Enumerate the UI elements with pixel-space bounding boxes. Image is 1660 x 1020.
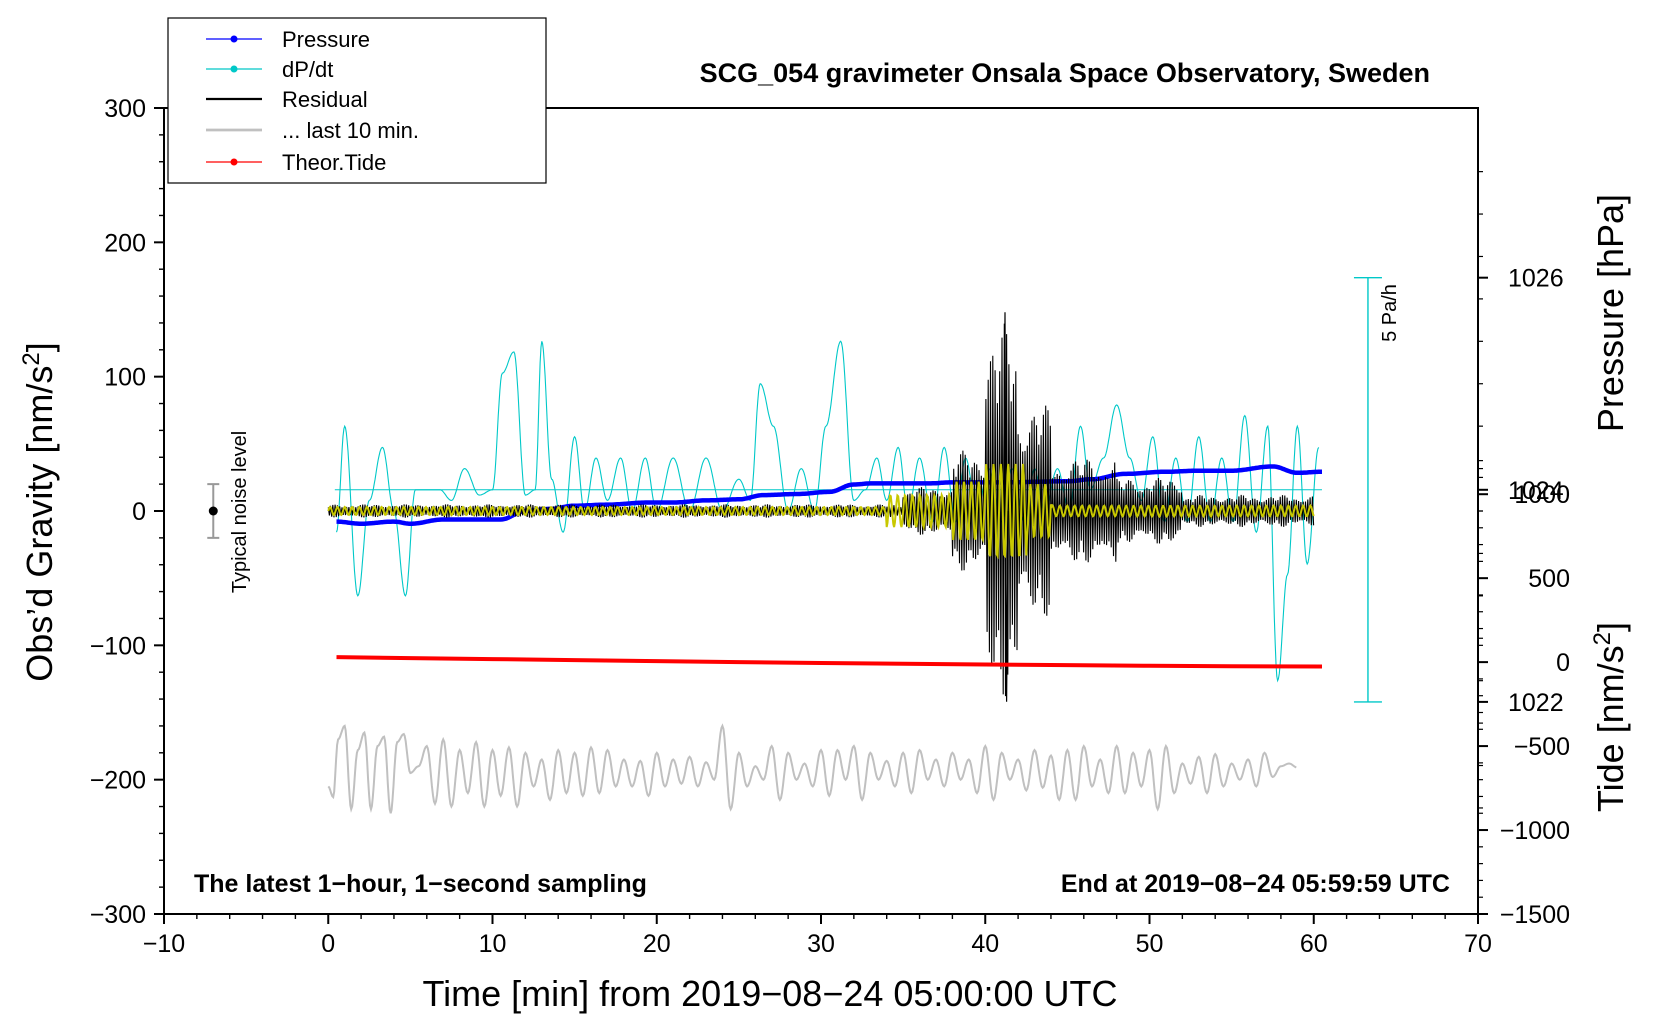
y-tick-label: −100 [90,632,146,660]
legend: Pressure dP/dt Residual ... last 10 min.… [167,17,547,184]
noise-level-label: Typical noise level [229,431,251,593]
y-tick-label: 100 [104,364,146,392]
tide-tick-label: 500 [1528,565,1570,593]
legend-label-tide: Theor.Tide [282,150,386,175]
y-tick-label: 0 [132,498,146,526]
series-layer [207,276,1382,814]
x-tick-label: 70 [1464,930,1492,958]
x-tick-label: 10 [479,930,507,958]
noise-point [208,506,218,516]
y-axis-title-pressure: Pressure [hPa] [1590,194,1631,432]
tide-tick-label: −500 [1514,733,1570,761]
y-axis-title-tide: Tide [nm/s2] [1589,622,1632,812]
tide-tick-label: 0 [1556,649,1570,677]
x-tick-label: 30 [807,930,835,958]
pressure-line [335,464,1323,526]
y-tick-label: 200 [104,229,146,257]
residual-line [327,323,1315,697]
tide-tick-label: −1000 [1500,817,1570,845]
y-tick-label: −300 [90,901,146,929]
pressure-tick-label: 1026 [1508,265,1564,293]
annotation-sampling: The latest 1−hour, 1−second sampling [194,870,647,898]
pressure-tick-label: 1024 [1508,477,1564,505]
tide-line [336,655,1323,669]
annotation-end-time: End at 2019−08−24 05:59:59 UTC [1061,870,1450,898]
legend-label-dpdt: dP/dt [282,57,333,82]
filtered-line [327,463,1315,560]
x-tick-label: 20 [643,930,671,958]
y-tick-label: −200 [90,767,146,795]
axes-layer: −10 0 10 20 30 40 50 60 703002001000−100−200−300… [90,95,1570,958]
legend-label-last10: ... last 10 min. [282,118,419,143]
legend-box [167,17,547,184]
x-tick-label: −10 [143,930,185,958]
dpdt-line [335,340,1320,683]
y-axis-title-left: Obs’d Gravity [nm/s2] [18,342,61,681]
x-tick-label: 60 [1300,930,1328,958]
tide-tick-label: 1000 [1514,481,1570,509]
pressure-tick-label: 1022 [1508,689,1564,717]
y-tick-label: 300 [104,95,146,123]
x-tick-label: 50 [1136,930,1164,958]
x-tick-label: 40 [971,930,999,958]
dpdt-scale-label: 5 Pa/h [1379,284,1401,342]
legend-label-residual: Residual [282,87,368,112]
x-axis-title: Time [min] from 2019−08−24 05:00:00 UTC [422,973,1117,1014]
x-tick-label: 0 [321,930,335,958]
legend-marker-pressure [230,35,238,43]
legend-marker-tide [230,158,238,166]
chart-title: SCG_054 gravimeter Onsala Space Observat… [700,58,1430,88]
legend-marker-dpdt [230,65,238,73]
legend-label-pressure: Pressure [282,27,370,52]
last10-line [327,723,1297,814]
tide-tick-label: −1500 [1500,901,1570,929]
